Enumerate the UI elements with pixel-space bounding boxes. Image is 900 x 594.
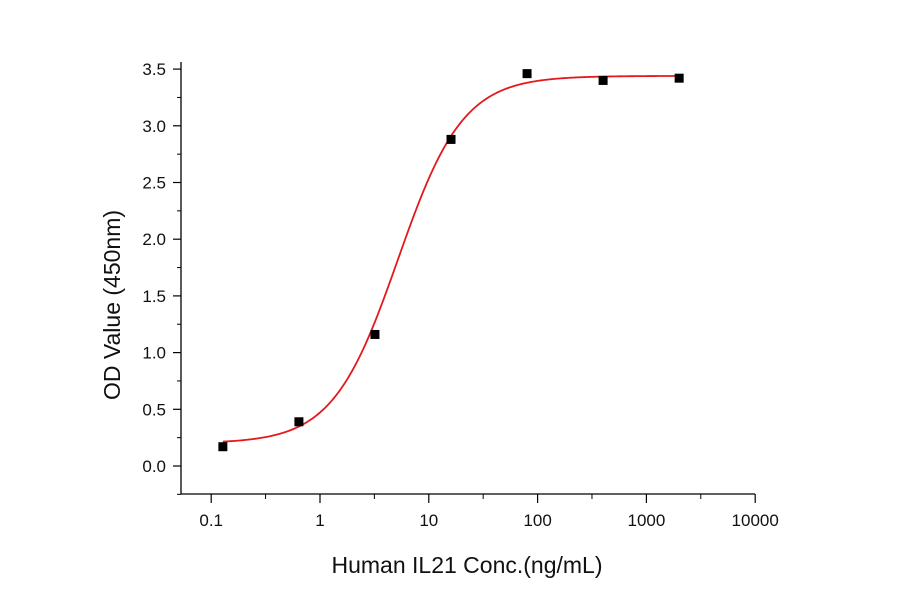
plot-area <box>218 69 684 452</box>
fit-curve-line <box>222 75 680 443</box>
x-tick-label: 1 <box>315 511 324 530</box>
data-point-marker <box>370 329 380 339</box>
x-ticks: 0.1 1 10 100 1000 10000 <box>199 494 779 530</box>
y-ticks: 0.0 0.5 1.0 1.5 2.0 2.5 3.0 3.5 <box>142 60 181 495</box>
fit-curve <box>222 75 680 443</box>
x-axis-title: Human IL21 Conc.(ng/mL) <box>331 552 602 578</box>
x-tick-label: 0.1 <box>199 511 223 530</box>
y-tick-label: 0.0 <box>142 457 166 476</box>
y-tick-label: 0.5 <box>142 400 166 419</box>
x-tick-label: 10 <box>419 511 438 530</box>
x-tick-label: 1000 <box>627 511 665 530</box>
y-axis: 0.0 0.5 1.0 1.5 2.0 2.5 3.0 3.5 <box>142 60 182 495</box>
x-tick-label: 10000 <box>732 511 779 530</box>
y-tick-label: 3.0 <box>142 117 166 136</box>
y-tick-label: 2.5 <box>142 174 166 193</box>
y-tick-label: 1.5 <box>142 287 166 306</box>
x-tick-label: 100 <box>523 511 551 530</box>
data-point-marker <box>598 75 608 85</box>
data-point-marker <box>218 442 228 452</box>
y-tick-label: 3.5 <box>142 60 166 79</box>
y-axis-title: OD Value (450nm) <box>99 210 125 400</box>
data-point-marker <box>522 69 532 79</box>
y-tick-label: 1.0 <box>142 344 166 363</box>
data-point-marker <box>294 417 304 427</box>
data-point-marker <box>674 73 684 83</box>
data-points <box>218 69 684 452</box>
y-tick-label: 2.0 <box>142 230 166 249</box>
data-point-marker <box>446 134 456 144</box>
x-axis: 0.1 1 10 100 1000 10000 <box>181 493 779 530</box>
